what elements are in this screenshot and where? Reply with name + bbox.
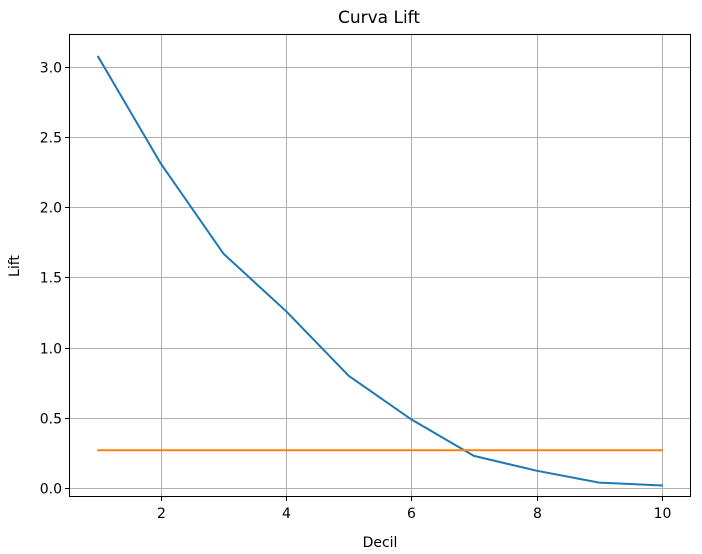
- x-tick-label: 4: [282, 506, 291, 522]
- x-tick-label: 6: [407, 506, 416, 522]
- x-axis-label: Decil: [363, 535, 398, 551]
- y-axis: 0.0 0.5 1.0 1.5 2.0 2.5 3.0: [40, 61, 70, 498]
- x-tick-label: 8: [533, 506, 542, 522]
- x-tick-label: 10: [654, 506, 672, 522]
- chart-title: Curva Lift: [338, 8, 420, 28]
- series-line-1: [96, 55, 663, 487]
- y-tick-label: 1.0: [40, 342, 62, 358]
- y-tick-label: 2.0: [40, 201, 62, 217]
- y-tick-label: 3.0: [40, 61, 62, 77]
- x-axis: 2 4 6 8 10: [157, 496, 671, 522]
- series-layer: [96, 55, 663, 487]
- y-tick-label: 0.0: [40, 482, 62, 498]
- plot-frame: [69, 34, 691, 497]
- y-tick-label: 0.5: [40, 412, 62, 428]
- y-axis-label: Lift: [7, 255, 23, 277]
- y-tick-label: 1.5: [40, 271, 62, 287]
- y-tick-label: 2.5: [40, 131, 62, 147]
- x-tick-label: 2: [157, 506, 166, 522]
- grid: [70, 35, 690, 496]
